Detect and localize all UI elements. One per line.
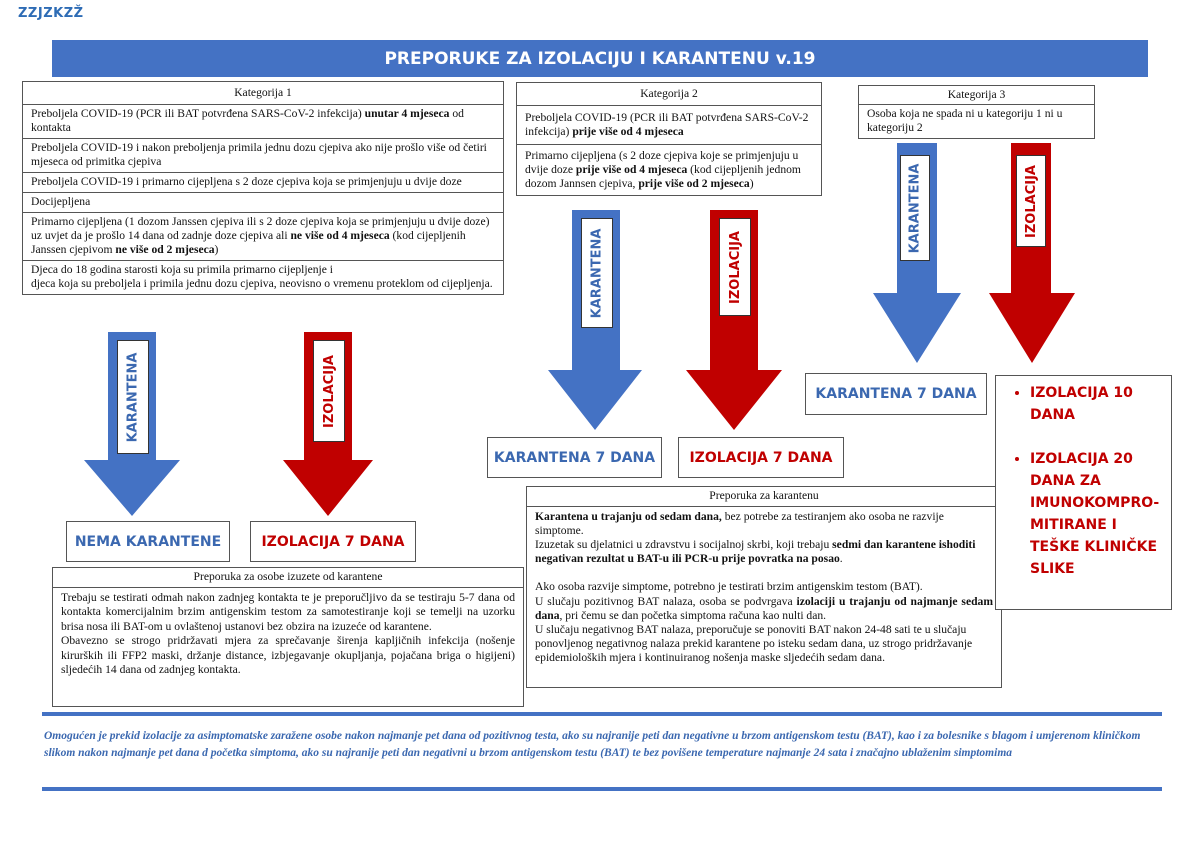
category-1-row: Preboljela COVID-19 i primarno cijepljen…	[23, 173, 503, 193]
page-title: PREPORUKE ZA IZOLACIJU I KARANTENU v.19	[52, 40, 1148, 77]
category-1-row: Djeca do 18 godina starosti koja su prim…	[31, 263, 493, 290]
isolation-arrow-label: IZOLACIJA	[1016, 155, 1046, 247]
isolation-item: IZOLACIJA 20 DANA ZA IMUNOKOMPRO-MITIRAN…	[1030, 448, 1171, 580]
quarantine-arrow-label: KARANTENA	[581, 218, 613, 328]
category-1-header: Kategorija 1	[23, 82, 503, 105]
category-2-table: Kategorija 2 Preboljela COVID-19 (PCR il…	[516, 82, 822, 196]
exempt-recommendation: Preporuka za osobe izuzete od karantene …	[52, 567, 524, 707]
footer-note: Omogućen je prekid izolacije za asimptom…	[44, 730, 1141, 759]
category-3-header: Kategorija 3	[859, 86, 1094, 105]
category-3-row: Osoba koja ne spada ni u kategoriju 1 ni…	[867, 107, 1063, 134]
divider	[42, 787, 1162, 791]
category-1-table: Kategorija 1 Preboljela COVID-19 (PCR il…	[22, 81, 504, 295]
quarantine-recommendation: Preporuka za karantenu Karantena u traja…	[526, 486, 1002, 688]
category-3-table: Kategorija 3 Osoba koja ne spada ni u ka…	[858, 85, 1095, 139]
isolation-arrow-label: IZOLACIJA	[719, 218, 751, 316]
quarantine-arrow-label: KARANTENA	[900, 155, 930, 261]
category-3-quarantine-result: KARANTENA 7 DANA	[805, 373, 987, 415]
logo: ZZJZKZŽ	[18, 6, 84, 21]
category-2-row: Primarno cijepljena (s 2 doze cjepiva ko…	[525, 149, 801, 190]
exempt-paragraph: Obavezno se strogo pridržavati mjera za …	[61, 634, 515, 676]
category-1-row: Primarno cijepljena (1 dozom Janssen cje…	[23, 213, 503, 261]
category-2-quarantine-result: KARANTENA 7 DANA	[487, 437, 662, 478]
isolation-arrow-icon	[686, 210, 782, 430]
category-1-row: Preboljela COVID-19 i nakon preboljenja …	[23, 139, 503, 173]
isolation-item: IZOLACIJA 10 DANA	[1030, 382, 1171, 426]
category-2-row: Preboljela COVID-19 (PCR ili BAT potvrđe…	[517, 106, 821, 145]
category-2-header: Kategorija 2	[517, 83, 821, 106]
exempt-paragraph: Trebaju se testirati odmah nakon zadnjeg…	[61, 590, 515, 633]
category-1-quarantine-result: NEMA KARANTENE	[66, 521, 230, 562]
divider	[42, 712, 1162, 716]
category-1-row: Docijepljena	[23, 193, 503, 213]
category-2-isolation-result: IZOLACIJA 7 DANA	[678, 437, 844, 478]
quarantine-recommendation-header: Preporuka za karantenu	[527, 487, 1001, 507]
isolation-arrow-icon	[989, 143, 1075, 363]
category-3-isolation-result: IZOLACIJA 10 DANA IZOLACIJA 20 DANA ZA I…	[995, 375, 1172, 610]
quarantine-arrow-label: KARANTENA	[117, 340, 149, 454]
category-1-row: Preboljela COVID-19 (PCR ili BAT potvrđe…	[23, 105, 503, 139]
category-1-isolation-result: IZOLACIJA 7 DANA	[250, 521, 416, 562]
exempt-recommendation-header: Preporuka za osobe izuzete od karantene	[53, 568, 523, 588]
isolation-arrow-label: IZOLACIJA	[313, 340, 345, 442]
